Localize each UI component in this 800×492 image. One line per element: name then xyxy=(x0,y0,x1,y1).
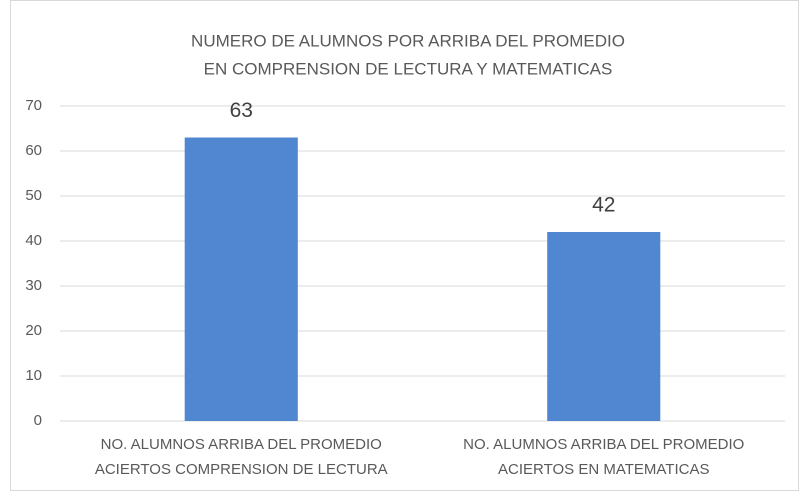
x-tick-label: ACIERTOS COMPRENSION DE LECTURA xyxy=(95,461,388,478)
data-label: 63 xyxy=(230,99,253,122)
bar xyxy=(547,232,661,421)
y-tick-label: 20 xyxy=(25,322,42,339)
y-tick-label: 50 xyxy=(25,187,42,204)
x-tick-label: NO. ALUMNOS ARRIBA DEL PROMEDIO xyxy=(101,436,382,453)
x-tick-label: NO. ALUMNOS ARRIBA DEL PROMEDIO xyxy=(463,436,744,453)
chart-border xyxy=(10,0,799,491)
x-tick-label: ACIERTOS EN MATEMATICAS xyxy=(498,461,709,478)
y-tick-label: 30 xyxy=(25,277,42,294)
y-tick-label: 60 xyxy=(25,142,42,159)
y-tick-label: 70 xyxy=(25,97,42,114)
y-tick-label: 40 xyxy=(25,232,42,249)
y-tick-label: 0 xyxy=(34,412,42,429)
y-tick-label: 10 xyxy=(25,367,42,384)
data-label: 42 xyxy=(592,194,615,217)
chart-title: EN COMPRENSION DE LECTURA Y MATEMATICAS xyxy=(204,59,613,78)
chart-title: NUMERO DE ALUMNOS POR ARRIBA DEL PROMEDI… xyxy=(191,31,625,50)
bar xyxy=(184,137,298,421)
